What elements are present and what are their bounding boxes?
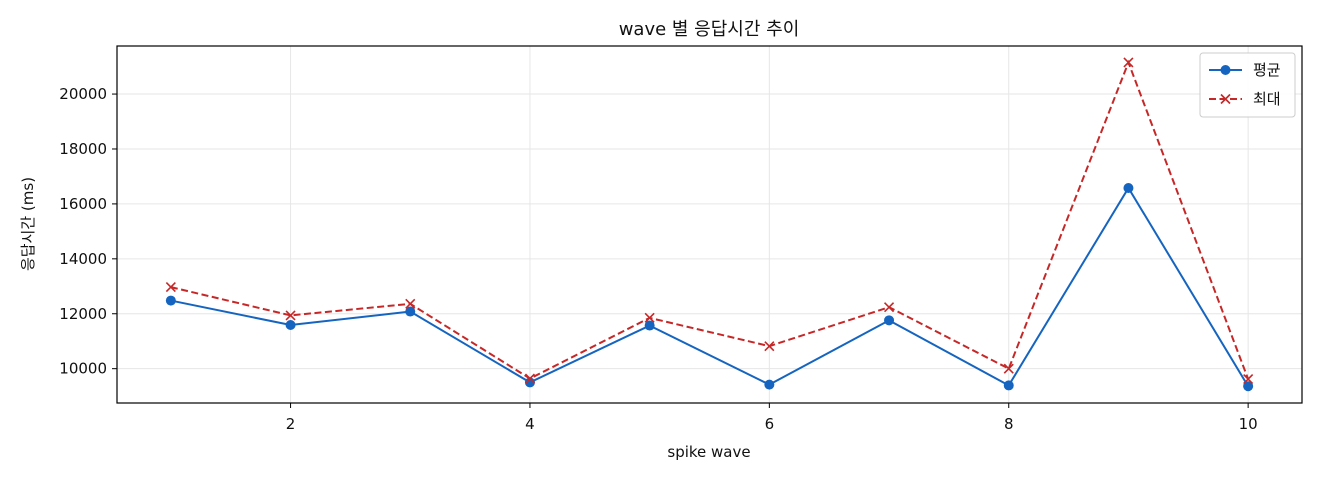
y-tick-label: 20000 xyxy=(59,85,107,103)
y-tick-label: 14000 xyxy=(59,250,107,268)
y-axis-label: 응답시간 (ms) xyxy=(19,177,37,271)
data-point xyxy=(1123,182,1134,193)
legend-label: 평균 xyxy=(1253,61,1281,79)
x-axis-label: spike wave xyxy=(667,443,750,461)
legend-marker xyxy=(1220,93,1231,105)
grid xyxy=(117,46,1302,403)
data-point xyxy=(1243,381,1254,392)
legend-box xyxy=(1199,52,1296,118)
legend-label: 최대 xyxy=(1253,90,1281,108)
data-point xyxy=(1123,57,1134,68)
series-2 xyxy=(165,57,1254,385)
y-tick-label: 18000 xyxy=(59,140,107,158)
data-point xyxy=(764,379,775,390)
y-tick-label: 12000 xyxy=(59,305,107,323)
data-point xyxy=(405,306,416,317)
data-point xyxy=(884,315,895,326)
data-point xyxy=(883,302,895,313)
y-tick-label: 10000 xyxy=(59,360,107,378)
x-tick-label: 10 xyxy=(1239,415,1258,433)
data-point xyxy=(405,298,416,309)
y-axis-ticks: 10000 12000 14000 16000 18000 20000 xyxy=(59,85,117,378)
legend-marker xyxy=(1220,65,1231,75)
x-tick-label: 8 xyxy=(1004,415,1014,433)
x-tick-label: 2 xyxy=(286,415,296,433)
data-point xyxy=(1003,363,1014,374)
series-line xyxy=(170,186,1249,387)
x-axis-ticks: 2 4 6 8 10 xyxy=(286,403,1258,433)
x-tick-label: 6 xyxy=(765,415,775,433)
data-point xyxy=(165,295,176,306)
data-point xyxy=(524,373,536,384)
y-tick-label: 16000 xyxy=(59,195,107,213)
data-point xyxy=(285,320,296,331)
series-line xyxy=(170,59,1250,380)
plot-frame xyxy=(116,45,1303,404)
data-point xyxy=(1003,380,1014,391)
series-group xyxy=(165,57,1254,392)
series-1 xyxy=(165,182,1254,392)
data-point xyxy=(1243,374,1254,385)
data-point xyxy=(644,320,655,331)
chart-title: wave 별 응답시간 추이 xyxy=(619,19,800,40)
data-point xyxy=(524,377,535,388)
data-point xyxy=(764,341,775,352)
data-point xyxy=(165,282,176,293)
data-point xyxy=(285,310,296,321)
x-tick-label: 4 xyxy=(525,415,535,433)
data-point xyxy=(644,312,655,323)
